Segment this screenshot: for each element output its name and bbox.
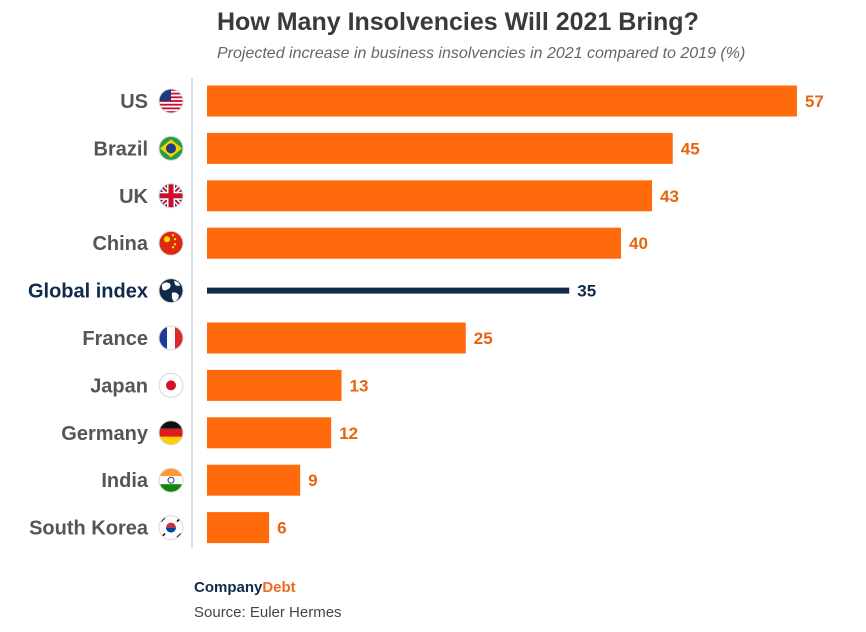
bar-china bbox=[207, 227, 621, 259]
value-label-japan: 13 bbox=[350, 376, 369, 395]
brand-name-part1: Company bbox=[194, 579, 263, 596]
value-label-global-index: 35 bbox=[577, 282, 596, 301]
category-label-france: France bbox=[82, 328, 148, 350]
chart-subtitle: Projected increase in business insolvenc… bbox=[217, 45, 746, 62]
bar-uk bbox=[207, 180, 653, 212]
value-label-germany: 12 bbox=[339, 424, 358, 443]
japan-flag-icon bbox=[158, 372, 184, 398]
value-label-us: 57 bbox=[805, 92, 824, 111]
category-label-us: US bbox=[120, 91, 148, 113]
bar-india bbox=[207, 464, 301, 496]
source-note: Source: Euler Hermes bbox=[194, 604, 342, 621]
category-label-brazil: Brazil bbox=[94, 138, 148, 160]
germany-flag-icon bbox=[158, 420, 184, 446]
bar-brazil bbox=[207, 132, 673, 164]
category-label-global-index: Global index bbox=[28, 281, 148, 303]
value-label-brazil: 45 bbox=[681, 139, 700, 158]
brand-name-part2: Debt bbox=[262, 579, 296, 596]
bar-germany bbox=[207, 417, 332, 449]
chart-title: How Many Insolvencies Will 2021 Bring? bbox=[217, 8, 699, 36]
bar-south-korea bbox=[207, 512, 270, 544]
bar-france bbox=[207, 322, 466, 354]
value-label-india: 9 bbox=[308, 471, 317, 490]
bar-global-index bbox=[207, 287, 570, 294]
globe-icon bbox=[158, 278, 184, 304]
value-label-france: 25 bbox=[474, 329, 493, 348]
company-debt-logo: CompanyDebt bbox=[194, 579, 296, 596]
uk-flag-icon bbox=[158, 183, 184, 209]
bar-us bbox=[207, 85, 797, 117]
category-label-germany: Germany bbox=[61, 423, 149, 445]
value-label-uk: 43 bbox=[660, 187, 679, 206]
brazil-flag-icon bbox=[158, 135, 184, 161]
france-flag-icon bbox=[158, 325, 184, 351]
category-label-china: China bbox=[92, 233, 148, 255]
category-label-south-korea: South Korea bbox=[29, 518, 149, 540]
south-korea-flag-icon bbox=[158, 515, 184, 541]
value-label-china: 40 bbox=[629, 234, 648, 253]
china-flag-icon bbox=[158, 230, 184, 256]
india-flag-icon bbox=[158, 467, 184, 493]
value-label-south-korea: 6 bbox=[277, 519, 286, 538]
category-label-uk: UK bbox=[119, 186, 148, 208]
category-label-india: India bbox=[101, 470, 149, 492]
category-label-japan: Japan bbox=[90, 375, 148, 397]
bar-japan bbox=[207, 369, 342, 401]
us-flag-icon bbox=[158, 88, 184, 114]
